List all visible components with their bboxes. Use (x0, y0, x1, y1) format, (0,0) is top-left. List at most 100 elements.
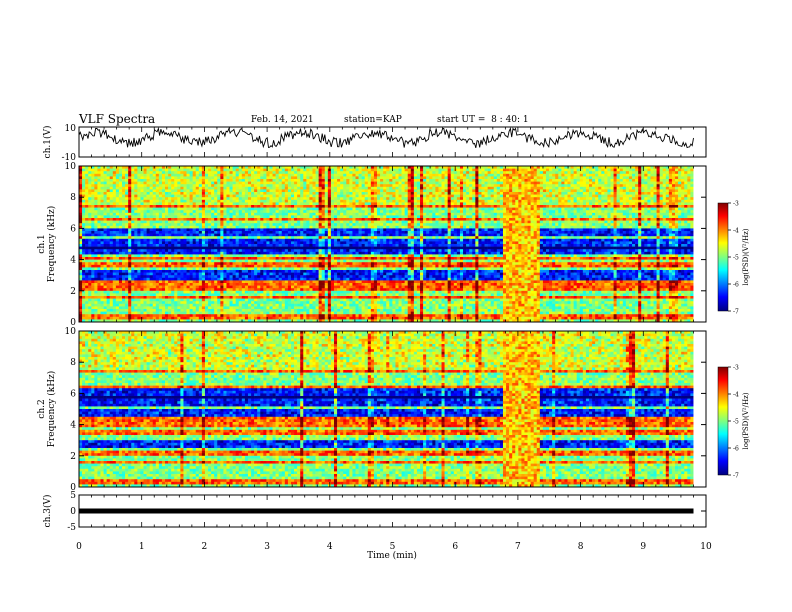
spec1-cell (144, 275, 147, 278)
spec1-cell (101, 241, 104, 244)
spec1-cell (122, 260, 125, 263)
spec1-cell (134, 202, 137, 205)
spec1-cell (107, 179, 110, 182)
spec1-cell (85, 223, 88, 226)
spec1-cell (119, 189, 122, 192)
spec1-cell (101, 262, 104, 265)
spec1-cell (116, 306, 119, 309)
spec1-cell (125, 267, 128, 270)
spec1-cell (104, 192, 107, 195)
spec1-cell (101, 314, 104, 317)
spec1-cell (131, 299, 134, 302)
spec1-cell (104, 278, 107, 281)
spec1-cell (119, 309, 122, 312)
spec1-cell (125, 197, 128, 200)
spec1-cell (134, 187, 137, 190)
spec1-cell (150, 299, 153, 302)
spec1-cell (119, 288, 122, 291)
spec1-cell (104, 286, 107, 289)
spec1-cell (113, 296, 116, 299)
spec1-cell (107, 301, 110, 304)
spec1-cell (137, 205, 140, 208)
spec1-cell (156, 270, 159, 273)
spec1-cell (119, 247, 122, 250)
spec1-cell (101, 228, 104, 231)
spec1-cell (128, 244, 131, 247)
spec1-cell (119, 273, 122, 276)
spec1-cell (153, 241, 156, 244)
spec1-cell (82, 202, 85, 205)
spec1-cell (134, 283, 137, 286)
spec1-cell (144, 236, 147, 239)
spec1-cell (110, 304, 113, 307)
spec1-cell (125, 176, 128, 179)
spec1-cell (113, 197, 116, 200)
spec1-cell (94, 192, 97, 195)
spec1-cell (104, 202, 107, 205)
spec1-cell (107, 270, 110, 273)
spec1-cell (104, 234, 107, 237)
spec1-cell (79, 265, 82, 268)
spec1-cell (125, 291, 128, 294)
spec1-cell (88, 262, 91, 265)
spec1-cell (125, 169, 128, 172)
spec1-cell (122, 197, 125, 200)
spec1-cell (79, 309, 82, 312)
spec1-cell (153, 182, 156, 185)
spec1-cell (140, 226, 143, 229)
spec1-cell (122, 317, 125, 320)
spec1-cell (91, 234, 94, 237)
spec1-cell (110, 197, 113, 200)
spec1-cell (107, 312, 110, 315)
spec1-cell (85, 218, 88, 221)
spec1-cell (140, 249, 143, 252)
spec1-cell (113, 184, 116, 187)
spec1-cell (82, 187, 85, 190)
spec1-cell (110, 309, 113, 312)
spec1-cell (125, 304, 128, 307)
spec1-cell (156, 301, 159, 304)
spec1-cell (88, 176, 91, 179)
spec1-cell (97, 293, 100, 296)
spec1-cell (150, 275, 153, 278)
spec1-cell (116, 260, 119, 263)
spec1-cell (144, 189, 147, 192)
spec1-cell (94, 317, 97, 320)
spec1-cell (147, 234, 150, 237)
spec1-cell (156, 278, 159, 281)
spec1-cell (122, 314, 125, 317)
spec1-cell (137, 241, 140, 244)
spec1-cell (156, 205, 159, 208)
spec1-cell (122, 231, 125, 234)
spec1-cell (134, 299, 137, 302)
spec1-cell (110, 226, 113, 229)
spec1-cell (101, 306, 104, 309)
spec1-cell (101, 299, 104, 302)
spec1-cell (128, 280, 131, 283)
spec1-cell (116, 257, 119, 260)
spec1-cell (82, 210, 85, 213)
spec1-cell (128, 176, 131, 179)
spec1-cell (97, 176, 100, 179)
spec1-cell (147, 244, 150, 247)
spec1-cell (107, 249, 110, 252)
spec1-cell (97, 314, 100, 317)
spec1-cell (97, 306, 100, 309)
spec1-cell (113, 254, 116, 257)
spec1-cell (122, 200, 125, 203)
spec1-cell (79, 231, 82, 234)
spec1-cell (104, 200, 107, 203)
spec1-cell (91, 260, 94, 263)
spec1-cell (79, 296, 82, 299)
spec1-cell (101, 239, 104, 242)
spec1-cell (113, 247, 116, 250)
spec1-cell (122, 244, 125, 247)
spec1-cell (79, 234, 82, 237)
spec1-cell (119, 228, 122, 231)
spec1-cell (82, 179, 85, 182)
spec1-cell (119, 213, 122, 216)
spec1-cell (128, 260, 131, 263)
spec1-cell (79, 202, 82, 205)
spec1-cell (107, 184, 110, 187)
spec1-cell (156, 306, 159, 309)
